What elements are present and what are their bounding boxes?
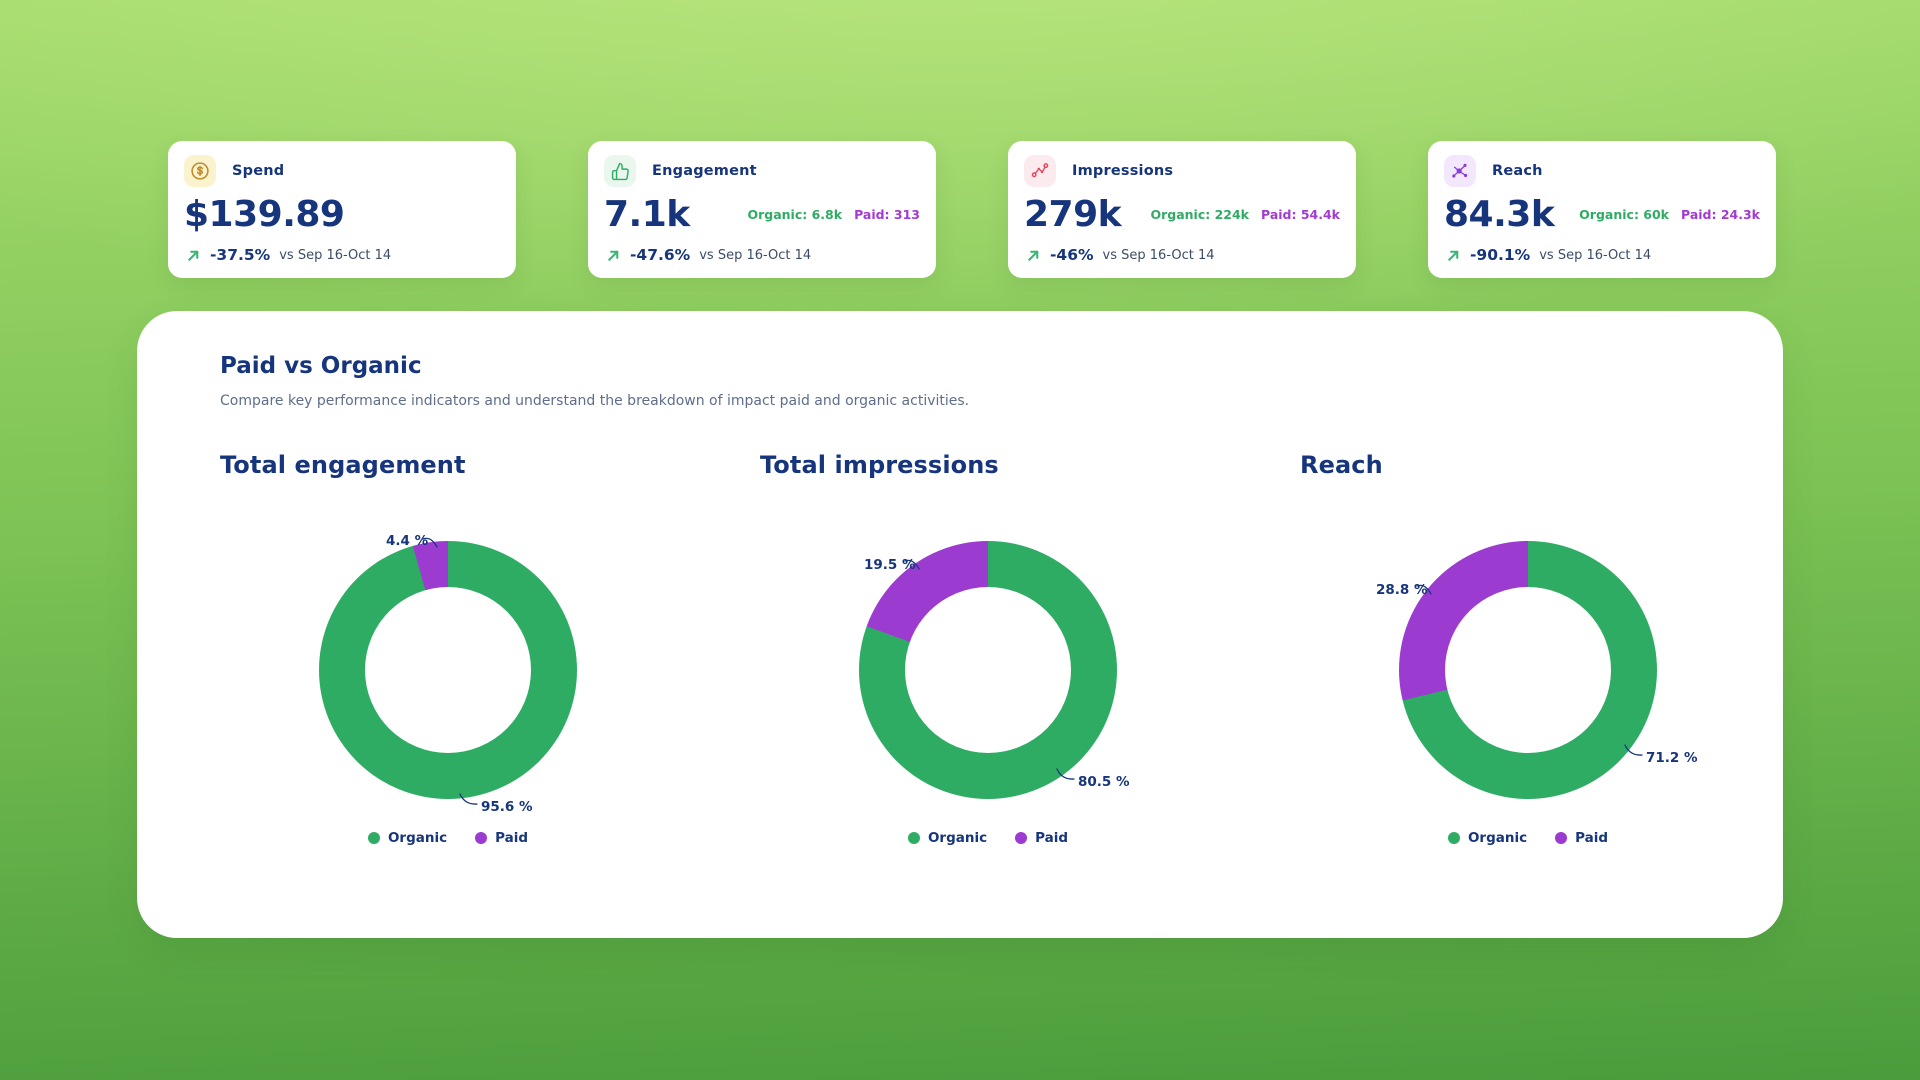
kpi-value: $139.89 xyxy=(184,194,345,235)
kpi-card-header: Impressions xyxy=(1024,155,1340,187)
donut-hole xyxy=(905,587,1071,753)
kpi-organic-value: Organic: 6.8k xyxy=(747,207,843,222)
donut-hole xyxy=(365,587,531,753)
chart-column-total-impressions: Total impressions 19.5 % 80.5 % Organic … xyxy=(718,451,1258,891)
legend: Organic Paid xyxy=(718,830,1258,846)
kpi-value: 7.1k xyxy=(604,194,690,235)
kpi-title: Spend xyxy=(232,163,285,179)
kpi-organic-paid-split: Organic: 224k Paid: 54.4k xyxy=(1150,207,1340,222)
dollar-circle-icon xyxy=(184,155,216,187)
chart-title: Total impressions xyxy=(760,451,999,479)
kpi-trend: -37.5% vs Sep 16-Oct 14 xyxy=(186,246,391,264)
legend-item-organic[interactable]: Organic xyxy=(367,830,448,846)
panel-title: Paid vs Organic xyxy=(220,353,422,379)
kpi-trend: -90.1% vs Sep 16-Oct 14 xyxy=(1446,246,1651,264)
legend-dot-paid xyxy=(1015,832,1028,844)
trend-period: vs Sep 16-Oct 14 xyxy=(279,247,392,263)
leader-line xyxy=(1056,768,1075,780)
pct-label-paid: 28.8 % xyxy=(1376,582,1428,598)
kpi-card-spend: Spend $139.89 -37.5% vs Sep 16-Oct 14 xyxy=(168,141,516,278)
kpi-card-reach: Reach 84.3k Organic: 60k Paid: 24.3k -90… xyxy=(1428,141,1776,278)
leader-line xyxy=(1624,744,1643,756)
legend-dot-organic xyxy=(1447,832,1460,844)
scatter-route-icon xyxy=(1024,155,1056,187)
kpi-cards-row: Spend $139.89 -37.5% vs Sep 16-Oct 14 En… xyxy=(168,141,1776,278)
charts-row: Total engagement 4.4 % 95.6 % Organic Pa… xyxy=(137,451,1783,911)
arrow-up-right-icon xyxy=(188,250,199,261)
chart-column-total-engagement: Total engagement 4.4 % 95.6 % Organic Pa… xyxy=(178,451,718,891)
chart-title: Total engagement xyxy=(220,451,466,479)
trend-period: vs Sep 16-Oct 14 xyxy=(1102,247,1215,263)
legend-label-organic: Organic xyxy=(1467,830,1528,846)
pct-label-organic: 80.5 % xyxy=(1078,774,1130,790)
kpi-paid-value: Paid: 313 xyxy=(854,207,920,222)
kpi-title: Engagement xyxy=(652,163,757,179)
legend: Organic Paid xyxy=(1258,830,1798,846)
kpi-trend: -47.6% vs Sep 16-Oct 14 xyxy=(606,246,811,264)
leader-line xyxy=(904,559,920,570)
kpi-value: 84.3k xyxy=(1444,194,1555,235)
kpi-value: 279k xyxy=(1024,194,1122,235)
legend-dot-paid xyxy=(475,832,488,844)
kpi-card-impressions: Impressions 279k Organic: 224k Paid: 54.… xyxy=(1008,141,1356,278)
kpi-title: Impressions xyxy=(1072,163,1174,179)
kpi-organic-paid-split: Organic: 6.8k Paid: 313 xyxy=(747,207,920,222)
legend-label-organic: Organic xyxy=(927,830,988,846)
legend-dot-paid xyxy=(1555,832,1568,844)
kpi-organic-value: Organic: 224k xyxy=(1150,207,1249,222)
pct-label-paid: 19.5 % xyxy=(864,557,916,573)
chart-title: Reach xyxy=(1300,451,1383,479)
kpi-title: Reach xyxy=(1492,163,1543,179)
trend-period: vs Sep 16-Oct 14 xyxy=(699,247,812,263)
legend-label-paid: Paid xyxy=(1575,830,1609,846)
legend: Organic Paid xyxy=(178,830,718,846)
pct-label-paid: 4.4 % xyxy=(386,533,429,549)
legend-label-organic: Organic xyxy=(387,830,448,846)
legend-label-paid: Paid xyxy=(495,830,529,846)
trend-value: -47.6% xyxy=(630,246,691,264)
kpi-card-engagement: Engagement 7.1k Organic: 6.8k Paid: 313 … xyxy=(588,141,936,278)
kpi-card-header: Engagement xyxy=(604,155,920,187)
legend-item-paid[interactable]: Paid xyxy=(1555,830,1608,846)
arrow-up-right-icon xyxy=(608,250,619,261)
pct-label-organic: 95.6 % xyxy=(481,799,533,815)
legend-dot-organic xyxy=(367,832,380,844)
leader-line xyxy=(459,793,478,805)
kpi-card-header: Reach xyxy=(1444,155,1760,187)
kpi-trend: -46% vs Sep 16-Oct 14 xyxy=(1026,246,1215,264)
kpi-paid-value: Paid: 54.4k xyxy=(1261,207,1340,222)
pct-label-organic: 71.2 % xyxy=(1646,750,1698,766)
kpi-paid-value: Paid: 24.3k xyxy=(1681,207,1760,222)
paid-vs-organic-panel: Paid vs Organic Compare key performance … xyxy=(137,311,1783,938)
legend-item-paid[interactable]: Paid xyxy=(475,830,528,846)
thumbs-up-icon xyxy=(604,155,636,187)
trend-value: -90.1% xyxy=(1470,246,1531,264)
arrow-up-right-icon xyxy=(1448,250,1459,261)
legend-dot-organic xyxy=(907,832,920,844)
legend-label-paid: Paid xyxy=(1035,830,1069,846)
donut-hole xyxy=(1445,587,1611,753)
kpi-card-header: Spend xyxy=(184,155,500,187)
leader-line xyxy=(1416,584,1432,595)
trend-value: -37.5% xyxy=(210,246,271,264)
leader-line xyxy=(422,537,438,548)
panel-subtitle: Compare key performance indicators and u… xyxy=(220,393,970,409)
kpi-organic-paid-split: Organic: 60k Paid: 24.3k xyxy=(1579,207,1760,222)
trend-period: vs Sep 16-Oct 14 xyxy=(1539,247,1652,263)
legend-item-paid[interactable]: Paid xyxy=(1015,830,1068,846)
network-hub-icon xyxy=(1444,155,1476,187)
legend-item-organic[interactable]: Organic xyxy=(1447,830,1528,846)
kpi-organic-value: Organic: 60k xyxy=(1579,207,1669,222)
legend-item-organic[interactable]: Organic xyxy=(907,830,988,846)
chart-column-reach: Reach 28.8 % 71.2 % Organic Paid xyxy=(1258,451,1798,891)
arrow-up-right-icon xyxy=(1028,250,1039,261)
trend-value: -46% xyxy=(1050,246,1094,264)
